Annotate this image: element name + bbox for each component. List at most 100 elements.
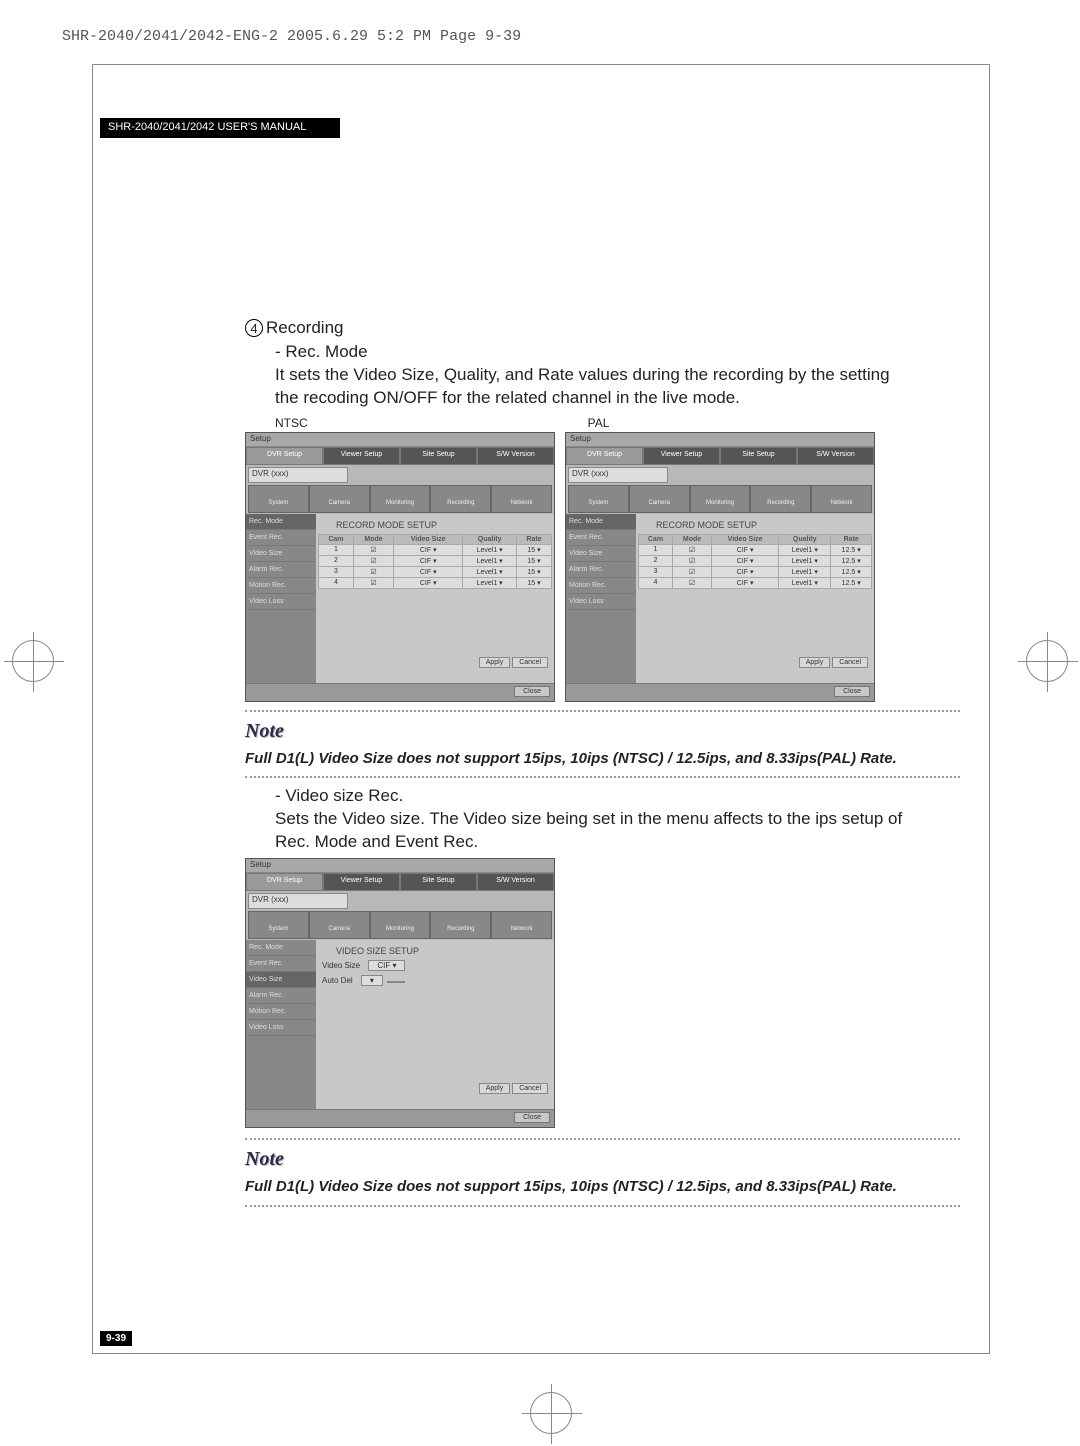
sidebar-item[interactable]: Video Loss — [246, 594, 316, 610]
sidebar-item[interactable]: Alarm Rec. — [566, 562, 636, 578]
dvr-select[interactable]: DVR (xxx) — [568, 467, 668, 483]
table-cell[interactable]: 12.5 ▾ — [831, 566, 872, 577]
table-cell[interactable]: 2 — [639, 555, 673, 566]
table-cell[interactable]: ☑ — [672, 555, 711, 566]
panel-nav-icon[interactable]: Network — [811, 485, 872, 513]
sidebar-item[interactable]: Motion Rec. — [246, 1004, 316, 1020]
table-cell[interactable]: Level1 ▾ — [463, 577, 517, 588]
auto-del-select[interactable] — [387, 981, 405, 983]
panel-nav-icon[interactable]: Camera — [309, 485, 370, 513]
panel-tab[interactable]: Viewer Setup — [323, 873, 400, 891]
panel-nav-icon[interactable]: System — [248, 485, 309, 513]
table-cell[interactable]: Level1 ▾ — [779, 566, 831, 577]
table-cell[interactable]: CIF ▾ — [712, 544, 779, 555]
panel-tab[interactable]: S/W Version — [477, 447, 554, 465]
table-cell[interactable]: ☑ — [353, 566, 393, 577]
panel-nav-icon[interactable]: System — [568, 485, 629, 513]
sidebar-item[interactable]: Event Rec. — [246, 530, 316, 546]
apply-button[interactable]: Apply — [479, 1083, 511, 1094]
table-cell[interactable]: Level1 ▾ — [463, 566, 517, 577]
table-cell[interactable]: CIF ▾ — [394, 577, 463, 588]
table-cell[interactable]: 1 — [319, 544, 354, 555]
sidebar-item[interactable]: Motion Rec. — [246, 578, 316, 594]
table-cell[interactable]: CIF ▾ — [712, 555, 779, 566]
panel-nav-icon[interactable]: Camera — [629, 485, 690, 513]
sidebar-item[interactable]: Rec. Mode — [246, 940, 316, 956]
dvr-select[interactable]: DVR (xxx) — [248, 893, 348, 909]
auto-del-select[interactable]: ▾ — [361, 975, 383, 986]
table-cell[interactable]: 12.5 ▾ — [831, 577, 872, 588]
table-cell[interactable]: ☑ — [353, 577, 393, 588]
panel-tab[interactable]: Viewer Setup — [643, 447, 720, 465]
sidebar-item[interactable]: Video Size — [246, 546, 316, 562]
table-cell[interactable]: ☑ — [672, 544, 711, 555]
table-cell[interactable]: 4 — [319, 577, 354, 588]
panel-nav-icon[interactable]: Monitoring — [370, 485, 431, 513]
sidebar-item[interactable]: Alarm Rec. — [246, 988, 316, 1004]
table-cell[interactable]: Level1 ▾ — [779, 577, 831, 588]
sidebar-item[interactable]: Motion Rec. — [566, 578, 636, 594]
cancel-button[interactable]: Cancel — [512, 1083, 548, 1094]
panel-nav-icon[interactable]: Network — [491, 485, 552, 513]
panel-nav-icon[interactable]: Monitoring — [690, 485, 751, 513]
apply-button[interactable]: Apply — [479, 657, 511, 668]
table-cell[interactable]: CIF ▾ — [712, 577, 779, 588]
sidebar-item[interactable]: Alarm Rec. — [246, 562, 316, 578]
table-cell[interactable]: ☑ — [672, 566, 711, 577]
sidebar-item[interactable]: Video Loss — [566, 594, 636, 610]
table-cell[interactable]: ☑ — [353, 544, 393, 555]
panel-nav-icon[interactable]: Monitoring — [370, 911, 431, 939]
table-cell[interactable]: Level1 ▾ — [463, 544, 517, 555]
sidebar-item[interactable]: Rec. Mode — [246, 514, 316, 530]
table-cell[interactable]: 1 — [639, 544, 673, 555]
video-size-select[interactable]: CIF ▾ — [368, 960, 405, 971]
panel-tab[interactable]: DVR Setup — [246, 447, 323, 465]
panel-nav-icon[interactable]: Camera — [309, 911, 370, 939]
apply-button[interactable]: Apply — [799, 657, 831, 668]
table-cell[interactable]: CIF ▾ — [394, 544, 463, 555]
cancel-button[interactable]: Cancel — [832, 657, 868, 668]
panel-tab[interactable]: Site Setup — [400, 447, 477, 465]
sidebar-item[interactable]: Event Rec. — [246, 956, 316, 972]
table-cell[interactable]: Level1 ▾ — [779, 544, 831, 555]
table-cell[interactable]: 4 — [639, 577, 673, 588]
table-cell[interactable]: ☑ — [672, 577, 711, 588]
panel-tab[interactable]: S/W Version — [477, 873, 554, 891]
cancel-button[interactable]: Cancel — [512, 657, 548, 668]
panel-nav-icon[interactable]: Recording — [430, 485, 491, 513]
sidebar-item[interactable]: Event Rec. — [566, 530, 636, 546]
panel-tab[interactable]: Site Setup — [400, 873, 477, 891]
panel-tab[interactable]: S/W Version — [797, 447, 874, 465]
table-cell[interactable]: 2 — [319, 555, 354, 566]
panel-nav-icon[interactable]: Network — [491, 911, 552, 939]
close-button[interactable]: Close — [514, 686, 550, 697]
table-cell[interactable]: Level1 ▾ — [779, 555, 831, 566]
close-button[interactable]: Close — [514, 1112, 550, 1123]
table-cell[interactable]: 12.5 ▾ — [831, 555, 872, 566]
sidebar-item[interactable]: Video Size — [566, 546, 636, 562]
table-cell[interactable]: 15 ▾ — [517, 577, 552, 588]
panel-tab[interactable]: DVR Setup — [566, 447, 643, 465]
table-cell[interactable]: 15 ▾ — [517, 555, 552, 566]
table-cell[interactable]: CIF ▾ — [394, 566, 463, 577]
table-cell[interactable]: 3 — [319, 566, 354, 577]
table-cell[interactable]: ☑ — [353, 555, 393, 566]
table-cell[interactable]: CIF ▾ — [394, 555, 463, 566]
panel-nav-icon[interactable]: Recording — [430, 911, 491, 939]
table-cell[interactable]: 12.5 ▾ — [831, 544, 872, 555]
panel-nav-icon[interactable]: System — [248, 911, 309, 939]
sidebar-item[interactable]: Rec. Mode — [566, 514, 636, 530]
dvr-select[interactable]: DVR (xxx) — [248, 467, 348, 483]
sidebar-item[interactable]: Video Size — [246, 972, 316, 988]
table-cell[interactable]: 3 — [639, 566, 673, 577]
table-cell[interactable]: Level1 ▾ — [463, 555, 517, 566]
table-cell[interactable]: CIF ▾ — [712, 566, 779, 577]
panel-tab[interactable]: DVR Setup — [246, 873, 323, 891]
panel-tab[interactable]: Site Setup — [720, 447, 797, 465]
panel-nav-icon[interactable]: Recording — [750, 485, 811, 513]
table-cell[interactable]: 15 ▾ — [517, 566, 552, 577]
sidebar-item[interactable]: Video Loss — [246, 1020, 316, 1036]
table-cell[interactable]: 15 ▾ — [517, 544, 552, 555]
panel-tab[interactable]: Viewer Setup — [323, 447, 400, 465]
close-button[interactable]: Close — [834, 686, 870, 697]
